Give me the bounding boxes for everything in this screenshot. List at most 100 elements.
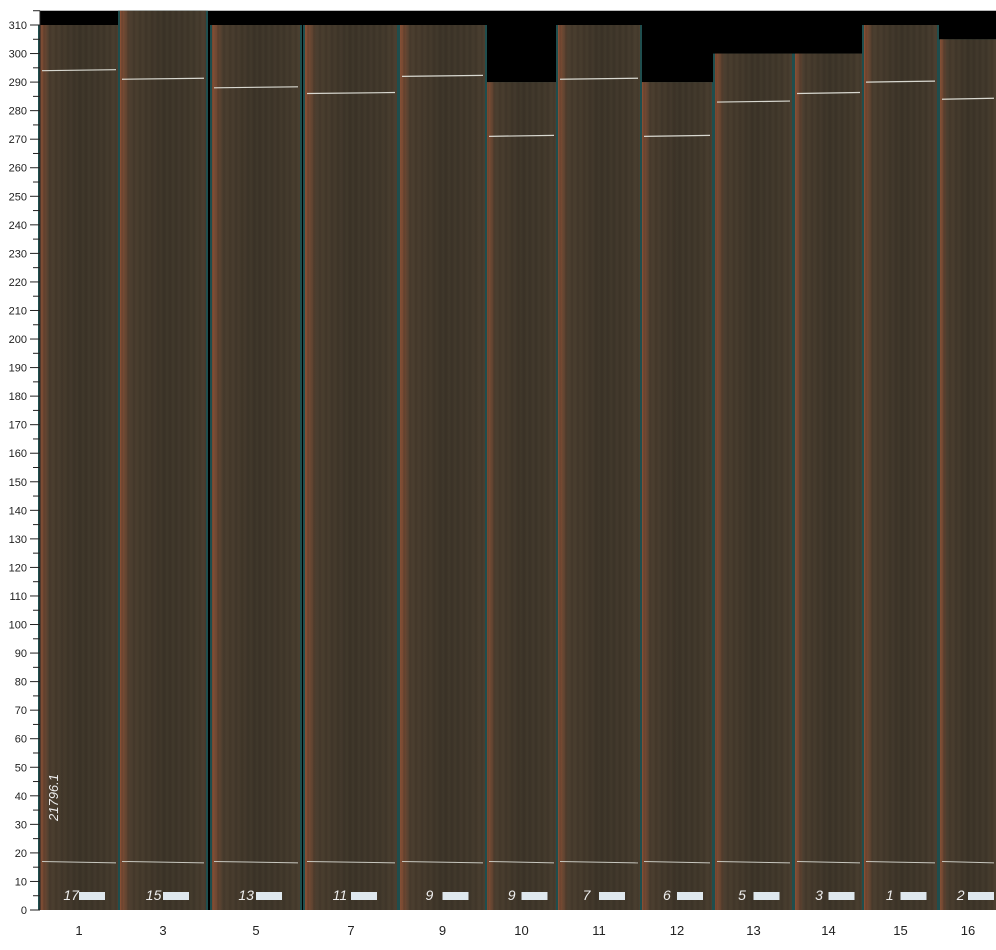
sheet-grain	[487, 82, 556, 910]
sheet-number-mark: 9	[508, 887, 516, 903]
y-tick-label: 290	[9, 77, 27, 89]
x-tick-label: 16	[961, 923, 975, 938]
sheet-number-mark: 11	[333, 887, 348, 903]
cut-line	[213, 86, 299, 89]
y-tick-label: 270	[9, 134, 27, 146]
cut-line	[643, 860, 711, 864]
sheet-number-mark: 17	[63, 887, 80, 903]
y-tick-label: 100	[9, 620, 27, 632]
veneer-sheet: 3	[793, 53, 864, 910]
sheet-number-mark: 15	[146, 887, 162, 903]
cut-line	[41, 69, 117, 72]
y-tick-label: 10	[15, 876, 27, 888]
sheet-grain	[400, 25, 485, 910]
veneer-sheet: 15	[118, 10, 208, 910]
cut-line	[941, 860, 995, 864]
cut-line	[121, 77, 205, 80]
barcode-label	[753, 892, 780, 900]
y-tick-label: 310	[9, 20, 27, 32]
veneer-sheet: 13	[210, 25, 302, 910]
y-tick-label: 260	[9, 163, 27, 175]
barcode-label	[442, 892, 469, 900]
veneer-sheet: 9	[485, 82, 558, 910]
cut-line	[401, 860, 484, 864]
x-tick-label: 7	[347, 923, 354, 938]
barcode-label	[79, 892, 105, 900]
cut-line	[306, 860, 396, 864]
barcode-label	[968, 892, 994, 900]
x-tick-label: 3	[159, 923, 166, 938]
y-tick-label: 240	[9, 220, 27, 232]
y-tick-label: 210	[9, 305, 27, 317]
cut-line	[488, 860, 555, 864]
sheet-grain	[40, 25, 118, 910]
y-tick-label: 120	[9, 562, 27, 574]
sheet-number-mark: 6	[663, 887, 671, 903]
sheet-number-mark: 7	[583, 887, 592, 903]
cut-line	[716, 860, 791, 864]
cut-line	[401, 74, 484, 77]
veneer-sheet: 9	[398, 25, 487, 910]
y-tick-label: 140	[9, 505, 27, 517]
y-tick-label: 180	[9, 391, 27, 403]
sheet-grain	[642, 82, 712, 910]
sheet-number-mark: 1	[886, 887, 894, 903]
x-tick-label: 15	[893, 923, 907, 938]
x-tick-label: 10	[514, 923, 528, 938]
x-tick-label: 5	[252, 923, 259, 938]
x-tick-label: 9	[439, 923, 446, 938]
sheet-grain	[795, 53, 862, 910]
cut-line	[796, 91, 861, 95]
y-tick-label: 130	[9, 534, 27, 546]
sheet-grain	[864, 25, 937, 910]
y-tick-label: 230	[9, 248, 27, 260]
sheet-number-mark: 13	[238, 887, 254, 903]
sheet-grain	[305, 25, 397, 910]
cut-line	[941, 97, 995, 100]
y-tick-label: 30	[15, 819, 27, 831]
sheet-number-mark: 5	[738, 887, 746, 903]
y-tick-label: 250	[9, 191, 27, 203]
y-tick-label: 220	[9, 277, 27, 289]
y-tick-label: 170	[9, 420, 27, 432]
y-tick-label: 190	[9, 363, 27, 375]
cut-line	[643, 134, 711, 137]
sheet-grain	[212, 25, 300, 910]
sheet-number-mark: 2	[956, 887, 965, 903]
barcode-label	[163, 892, 189, 900]
cut-line	[865, 80, 936, 83]
cut-line	[796, 860, 861, 864]
cut-line	[213, 860, 299, 864]
x-tick-label: 11	[592, 923, 606, 938]
veneer-sheet: 1	[862, 25, 939, 910]
y-tick-label: 90	[15, 648, 27, 660]
veneer-sheet: 5	[713, 53, 794, 910]
sheet-grain	[940, 39, 996, 911]
cut-line	[306, 91, 396, 95]
x-tick-label: 12	[670, 923, 684, 938]
cut-line	[716, 100, 791, 103]
barcode-label	[351, 892, 377, 900]
x-tick-label: 14	[821, 923, 835, 938]
y-tick-label: 200	[9, 334, 27, 346]
sheet-number-mark: 3	[815, 887, 823, 903]
y-tick-label: 160	[9, 448, 27, 460]
cut-line	[121, 860, 205, 864]
cut-line	[865, 860, 936, 864]
barcode-label	[900, 892, 927, 900]
y-tick-label: 110	[9, 591, 27, 603]
y-tick-label: 300	[9, 49, 27, 61]
y-tick-label: 60	[15, 734, 27, 746]
cut-line	[41, 860, 117, 864]
veneer-sheet: 2	[938, 39, 996, 911]
veneer-sheet: 6	[640, 82, 714, 910]
y-tick-label: 150	[9, 477, 27, 489]
sheet-grain	[558, 25, 640, 910]
cut-line	[488, 134, 555, 137]
handwritten-annotation: 21796.1	[46, 774, 61, 821]
sheet-number-mark: 9	[426, 887, 434, 903]
y-tick-label: 280	[9, 106, 27, 118]
sheet-grain	[120, 10, 206, 910]
barcode-label	[599, 892, 625, 900]
